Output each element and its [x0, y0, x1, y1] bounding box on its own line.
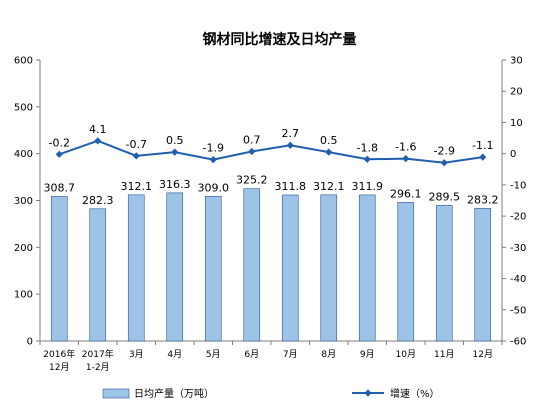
x-tick-label: 2016年: [43, 348, 75, 360]
line-point: [440, 159, 448, 167]
left-tick-label: 400: [14, 149, 33, 160]
bar-value-label: 296.1: [390, 187, 422, 200]
bar-value-label: 309.0: [198, 181, 230, 194]
bar-value-label: 282.3: [82, 194, 114, 207]
bar: [166, 192, 184, 342]
bar-value-label: 289.5: [429, 190, 461, 203]
left-tick-label: 0: [27, 337, 33, 348]
x-tick-label: 4月: [167, 349, 182, 360]
x-tick-label: 5月: [206, 349, 221, 360]
left-tick-label: 200: [14, 243, 33, 254]
line-value-label: -1.8: [357, 141, 378, 154]
right-tick-label: -60: [510, 337, 526, 348]
bar: [243, 188, 261, 342]
bar-value-label: 308.7: [44, 181, 76, 194]
line-point: [132, 152, 140, 160]
axes-layer: 0 100 200 300 400 500 600 -60 -50 -40 -30 -20 -10 0 10…: [14, 56, 526, 374]
line-value-label: 4.1: [89, 123, 107, 136]
bar-value-label: 311.8: [275, 180, 307, 193]
bar-value-label: 312.1: [121, 180, 153, 193]
right-tick-label: -50: [510, 305, 526, 316]
right-tick-label: -30: [510, 243, 526, 254]
bar-value-label: 311.9: [352, 180, 384, 193]
line-point: [286, 141, 294, 149]
bar: [435, 205, 453, 342]
bar: [50, 196, 68, 342]
x-tick-label: 1-2月: [86, 362, 110, 373]
bar-value-label: 316.3: [159, 178, 191, 191]
right-tick-label: -40: [510, 274, 526, 285]
line-point: [248, 147, 256, 156]
bar: [127, 194, 145, 342]
line-value-label: 0.5: [166, 134, 184, 147]
bar-value-label: 325.2: [236, 174, 268, 187]
legend-line-label: 增速（%）: [390, 387, 440, 400]
left-tick-label: 500: [14, 102, 33, 113]
x-tick-label: 2017年: [82, 348, 114, 360]
line-value-label: -0.7: [126, 138, 147, 151]
x-tick-label: 7月: [283, 349, 298, 360]
line-value-label: -1.1: [472, 139, 493, 152]
x-tick-label: 8月: [321, 349, 336, 360]
line-value-label: -0.2: [49, 136, 70, 149]
legend-bar-swatch: [102, 388, 130, 399]
bar: [397, 202, 415, 342]
left-tick-label: 600: [14, 56, 33, 67]
line-point: [325, 148, 333, 156]
line-point: [94, 137, 102, 145]
line-point: [171, 148, 179, 156]
bar: [474, 208, 492, 342]
chart-title: 钢材同比增速及日均产量: [203, 31, 357, 48]
legend: 日均产量（万吨） 增速（%）: [102, 387, 440, 400]
line-value-label: -2.9: [434, 145, 455, 158]
line-value-label: 2.7: [282, 127, 300, 140]
right-tick-label: 30: [510, 56, 523, 67]
right-tick-label: -10: [510, 180, 526, 191]
right-tick-label: 10: [510, 118, 523, 129]
line-point: [363, 155, 371, 163]
x-tick-label: 10月: [396, 349, 416, 360]
line-point: [209, 155, 217, 164]
x-tick-label: 6月: [244, 349, 259, 360]
left-tick-label: 100: [14, 290, 33, 301]
x-tick-label: 9月: [360, 349, 375, 360]
right-tick-label: 0: [510, 149, 516, 160]
line-value-label: 0.5: [320, 134, 338, 147]
left-tick-label: 300: [14, 196, 33, 207]
right-tick-label: -20: [510, 212, 526, 223]
line-layer: [55, 137, 487, 167]
legend-bar-label: 日均产量（万吨）: [134, 387, 214, 400]
bar: [204, 195, 222, 342]
line-value-label: 0.7: [243, 133, 261, 146]
line-point: [479, 153, 487, 161]
right-tick-label: 20: [510, 87, 523, 98]
legend-line-marker: [364, 389, 372, 397]
bar-value-label: 312.1: [313, 180, 345, 193]
bar: [320, 194, 338, 342]
line-point: [55, 150, 63, 158]
x-tick-label: 3月: [129, 349, 144, 360]
line-value-label: -1.9: [203, 142, 224, 155]
line-point: [402, 155, 410, 163]
bar: [358, 194, 376, 342]
x-tick-label: 11月: [434, 349, 454, 360]
labels-layer: 308.7 282.3 312.1 316.3 309.0 325.2 311.8 312.1…: [44, 123, 499, 207]
growth-line: [58, 139, 483, 164]
bar: [281, 194, 299, 342]
x-tick-label: 12月: [49, 362, 69, 373]
bar-value-label: 283.2: [467, 193, 499, 206]
bar: [89, 208, 107, 342]
line-value-label: -1.6: [395, 141, 416, 154]
x-tick-label: 12月: [473, 349, 493, 360]
bars-layer: [50, 188, 492, 342]
